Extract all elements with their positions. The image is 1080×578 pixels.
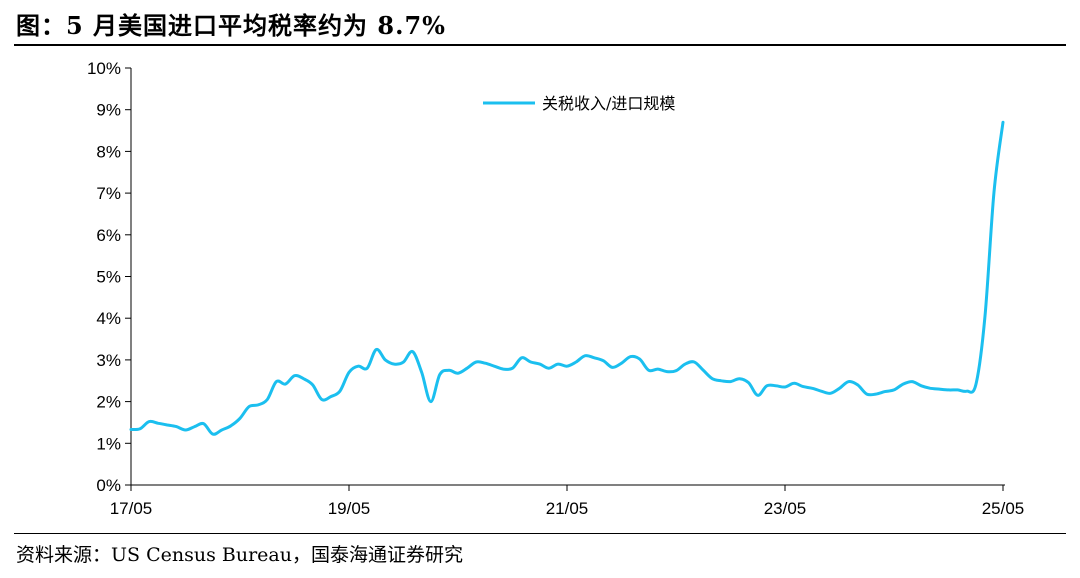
y-axis: 0% 1% 2% 3% 4% 5% 6% 7% 8% 9% 10%: [87, 59, 132, 495]
x-tick-label: 23/05: [764, 499, 807, 518]
legend-label: 关税收入/进口规模: [542, 94, 675, 113]
legend: 关税收入/进口规模: [483, 94, 675, 113]
chart-title: 图：5 月美国进口平均税率约为 8.7%: [16, 11, 446, 40]
y-tick-label: 1%: [96, 434, 121, 453]
x-tick-label: 21/05: [546, 499, 589, 518]
line-chart: 0% 1% 2% 3% 4% 5% 6% 7% 8% 9% 10% 17/05 19/05 21/05 2…: [87, 59, 1025, 518]
y-tick-label: 9%: [96, 101, 121, 120]
y-tick-label: 5%: [96, 268, 121, 287]
y-tick-label: 2%: [96, 393, 121, 412]
y-tick-label: 3%: [96, 351, 121, 370]
x-tick-label: 19/05: [328, 499, 371, 518]
y-tick-label: 4%: [96, 309, 121, 328]
plot-area: [129, 120, 1005, 436]
y-tick-label: 10%: [87, 59, 121, 78]
y-tick-label: 6%: [96, 226, 121, 245]
y-tick-label: 0%: [96, 476, 121, 495]
title-rule: [14, 44, 1066, 46]
x-tick-label: 17/05: [110, 499, 153, 518]
x-tick-label: 25/05: [982, 499, 1025, 518]
y-tick-label: 7%: [96, 184, 121, 203]
y-tick-label: 8%: [96, 142, 121, 161]
source-note: 资料来源：US Census Bureau，国泰海通证券研究: [16, 544, 463, 566]
x-axis: 17/05 19/05 21/05 23/05 25/05: [110, 484, 1025, 518]
series-line: [129, 120, 1005, 436]
source-rule: [14, 533, 1066, 534]
